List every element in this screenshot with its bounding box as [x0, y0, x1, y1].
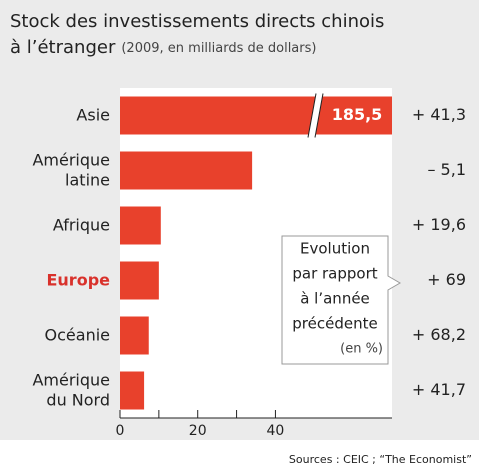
annotation-text: à l’année — [300, 290, 370, 308]
axis-break — [308, 93, 323, 138]
bar — [120, 96, 392, 135]
bar — [120, 371, 145, 410]
chart-title: Stock des investissements directs chinoi… — [10, 11, 384, 32]
x-tick-label: 20 — [189, 423, 207, 439]
chart-title: à l’étranger (2009, en milliards de dolla… — [10, 37, 316, 58]
source: Sources : CEIC ; “The Economist” — [289, 453, 472, 466]
category-label: Amérique du Nord — [32, 370, 110, 409]
evolution-label: + 69 — [427, 270, 466, 289]
category-label: Afrique — [53, 215, 110, 234]
category-label-line: Afrique — [53, 215, 110, 234]
category-label-line: Océanie — [45, 325, 110, 344]
evolution-label: + 41,3 — [412, 105, 466, 124]
chart-title: à l’étranger — [10, 37, 116, 58]
bar — [120, 206, 161, 245]
chart-subtitle: (2009, en milliards de dollars) — [121, 41, 316, 56]
axis-break — [314, 93, 324, 138]
annotation-text: (en %) — [340, 342, 383, 357]
bar — [120, 151, 253, 190]
category-label-line: Asie — [76, 105, 110, 124]
category-label-line: Amérique — [32, 370, 110, 389]
evolution-label: + 19,6 — [412, 215, 466, 234]
evolution-label: + 41,7 — [412, 380, 466, 399]
annotation-text: Evolution — [300, 240, 370, 258]
category-label: Océanie — [45, 325, 110, 344]
bar — [120, 316, 149, 355]
x-tick-label: 40 — [267, 423, 285, 439]
evolution-label: – 5,1 — [427, 160, 466, 179]
category-label: Amérique latine — [32, 150, 110, 189]
category-label-line: latine — [65, 170, 110, 189]
evolution-label: + 68,2 — [412, 325, 466, 344]
value-label: 185,5 — [332, 105, 383, 124]
category-label-line: Amérique — [32, 150, 110, 169]
annotation-text: précédente — [292, 315, 377, 333]
x-tick-label: 0 — [116, 423, 125, 439]
category-label: Europe — [46, 270, 110, 289]
category-label-line: du Nord — [46, 390, 110, 409]
annotation-box — [281, 235, 401, 365]
bar — [120, 261, 159, 300]
category-label-line: Europe — [46, 270, 110, 289]
annotation-text: par rapport — [292, 265, 377, 283]
category-label: Asie — [76, 105, 110, 124]
axis-break — [307, 93, 317, 138]
